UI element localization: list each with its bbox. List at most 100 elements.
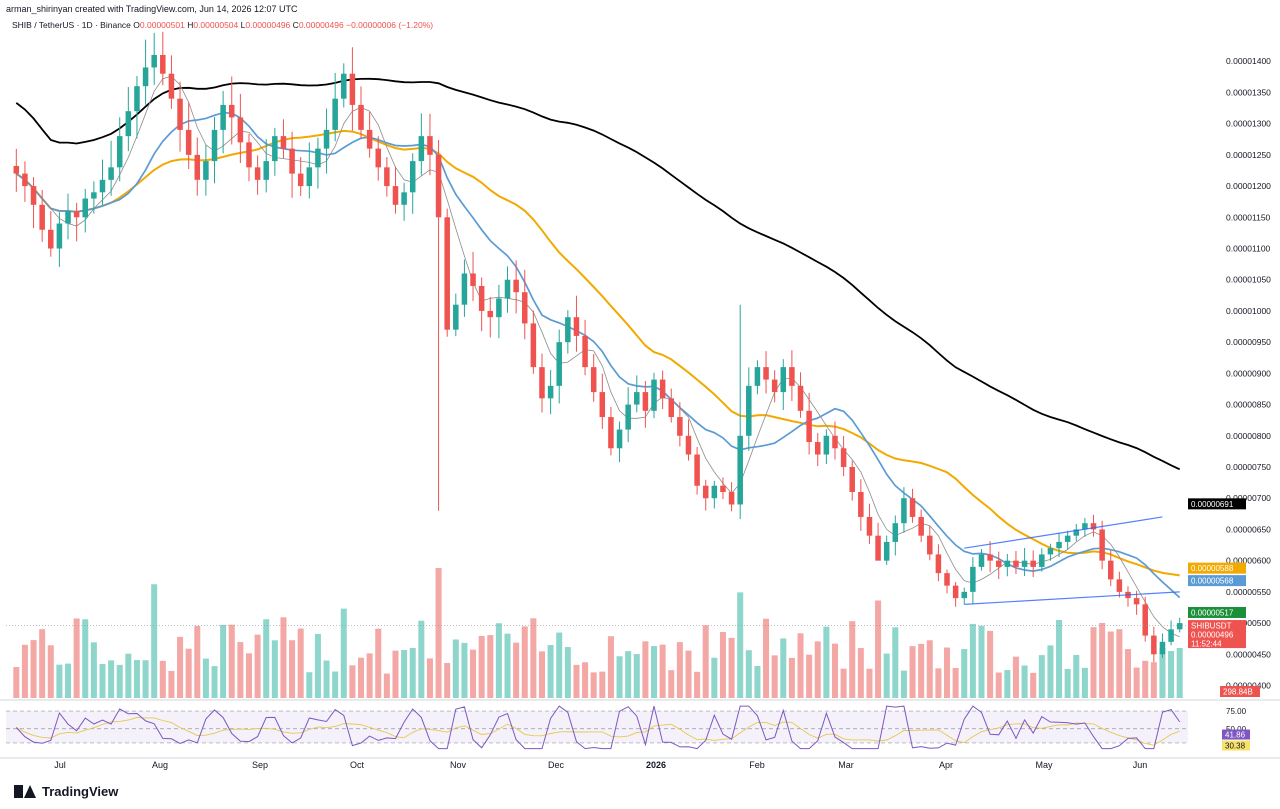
volume-bar: [1056, 619, 1063, 698]
volume-bar: [30, 640, 37, 698]
price-badge: [1188, 562, 1246, 574]
candle: [521, 292, 528, 324]
candle: [435, 154, 442, 218]
volume-bar: [831, 643, 839, 698]
price-badge-label: 0.00000691: [1191, 500, 1234, 509]
volume-bar: [952, 667, 959, 698]
candle: [30, 186, 37, 205]
candle: [634, 392, 640, 405]
volume-badge: [1220, 686, 1260, 697]
volume-bar: [82, 619, 89, 698]
candle: [513, 279, 519, 293]
change-value: −0.00000006 (−1.20%): [346, 20, 434, 30]
candle: [746, 385, 752, 436]
volume-bar: [943, 647, 951, 698]
rsi-ma-badge: [1222, 740, 1250, 751]
candle: [625, 404, 631, 430]
ma20-line: [16, 75, 1180, 638]
y-tick-label: 0.00000950: [1226, 337, 1271, 347]
tradingview-logo[interactable]: TradingView: [14, 784, 118, 799]
candle: [573, 317, 580, 336]
x-tick-label: Apr: [939, 760, 953, 770]
candle: [728, 491, 735, 505]
candle: [780, 367, 787, 393]
candle: [814, 442, 821, 455]
volume-bar: [978, 625, 985, 698]
candle: [754, 367, 761, 386]
price-badge-label: 0.00000588: [1191, 564, 1234, 573]
candle: [935, 554, 942, 574]
candle: [1090, 523, 1097, 530]
candle: [1030, 560, 1036, 567]
volume-bar: [625, 651, 632, 698]
candle: [203, 161, 209, 180]
candle: [590, 367, 597, 393]
candle: [125, 111, 132, 137]
volume-bar: [47, 645, 54, 698]
y-tick-label: 0.00000700: [1226, 493, 1271, 503]
volume-bar: [254, 634, 261, 698]
volume-bar: [676, 642, 683, 698]
candle: [13, 165, 20, 174]
candle: [496, 298, 502, 318]
volume-bar: [1021, 665, 1028, 698]
candle: [668, 398, 675, 418]
volume-bar: [711, 657, 718, 698]
y-tick-label: 0.00001250: [1226, 150, 1271, 160]
candle: [1013, 560, 1019, 567]
volume-bar: [470, 649, 477, 698]
y-tick-label: 0.00000650: [1226, 524, 1271, 534]
candle: [151, 54, 157, 68]
candle: [823, 435, 830, 455]
candle: [315, 148, 321, 168]
candle: [384, 167, 390, 187]
candle: [582, 335, 588, 368]
volume-bar: [1038, 655, 1045, 698]
volume-bar: [116, 664, 123, 698]
y-tick-label: 0.00000400: [1226, 681, 1271, 691]
volume-bar: [745, 650, 752, 698]
y-tick-label: 0.00001350: [1226, 87, 1271, 97]
volume-bar: [21, 644, 28, 698]
candle: [961, 591, 968, 599]
close-value: 0.00000496: [298, 20, 344, 30]
volume-bar: [142, 660, 149, 698]
volume-bar: [883, 653, 890, 698]
candle: [453, 304, 459, 330]
volume-bar: [280, 617, 287, 698]
volume-bar: [1116, 629, 1123, 698]
candle: [909, 498, 916, 517]
candle: [254, 167, 261, 180]
candle: [39, 204, 45, 230]
candle: [461, 273, 468, 305]
candle: [1099, 529, 1105, 561]
candle: [711, 485, 718, 499]
candle: [651, 379, 657, 411]
volume-bar: [806, 654, 813, 698]
volume-bar: [297, 628, 304, 698]
x-tick-label: 2026: [646, 760, 666, 770]
candle: [892, 523, 899, 542]
volume-bar: [823, 626, 830, 698]
candle: [168, 73, 175, 99]
ma50-line: [15, 111, 1181, 599]
volume-bar: [125, 653, 132, 698]
candle: [875, 535, 881, 561]
volume-bar: [599, 671, 606, 698]
candle: [677, 417, 683, 436]
candle: [1082, 523, 1088, 530]
candle: [763, 367, 769, 380]
candle: [1073, 529, 1080, 536]
volume-bar: [814, 641, 821, 698]
channel-upper-line: [964, 516, 1163, 549]
ma100-line: [15, 129, 1180, 577]
chart-credit: arman_shirinyan created with TradingView…: [6, 4, 298, 14]
volume-bar: [504, 633, 511, 698]
x-tick-label: Aug: [152, 760, 168, 770]
volume-bar: [1012, 656, 1019, 698]
volume-bar: [538, 651, 546, 698]
volume-bar: [1176, 648, 1183, 698]
price-badge: [1188, 498, 1246, 510]
volume-bar: [263, 619, 270, 698]
